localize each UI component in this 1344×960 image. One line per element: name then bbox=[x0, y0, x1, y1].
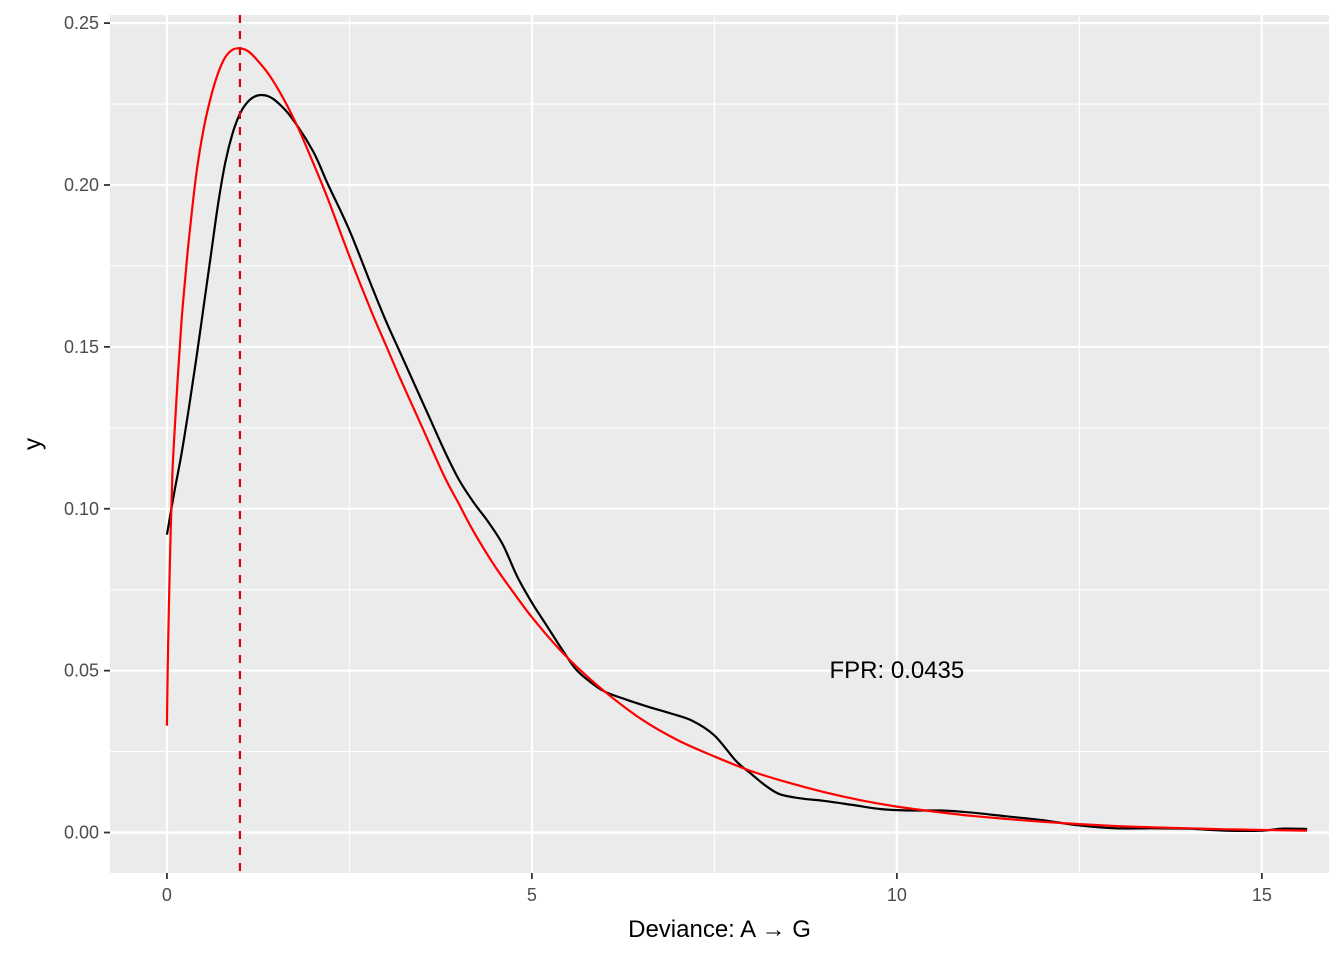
y-tick-label-3: 0.15 bbox=[64, 337, 99, 357]
y-tick-label-0: 0.00 bbox=[64, 823, 99, 843]
x-tick-label-1: 5 bbox=[527, 885, 537, 905]
y-tick-label-5: 0.25 bbox=[64, 13, 99, 33]
x-axis-title: Deviance: A → G bbox=[628, 916, 811, 943]
annotation-text-0: FPR: 0.0435 bbox=[830, 657, 965, 684]
y-axis-title: y bbox=[20, 438, 47, 450]
x-tick-label-3: 15 bbox=[1252, 885, 1272, 905]
annotation-layer: FPR: 0.0435 bbox=[830, 657, 965, 684]
x-tick-label-0: 0 bbox=[162, 885, 172, 905]
x-tick-label-2: 10 bbox=[887, 885, 907, 905]
series-layer bbox=[165, 47, 1308, 832]
minor-gridlines bbox=[110, 15, 1329, 873]
panel-background bbox=[110, 15, 1329, 873]
major-gridlines bbox=[110, 15, 1329, 873]
series-line-0 bbox=[165, 93, 1308, 832]
y-tick-label-1: 0.05 bbox=[64, 661, 99, 681]
y-tick-label-4: 0.20 bbox=[64, 175, 99, 195]
y-axis: 0.00 0.05 0.10 0.15 0.20 0.25 bbox=[64, 13, 110, 843]
x-axis: 0 5 10 15 bbox=[162, 873, 1272, 905]
y-tick-label-2: 0.10 bbox=[64, 499, 99, 519]
series-line-1 bbox=[165, 47, 1308, 832]
